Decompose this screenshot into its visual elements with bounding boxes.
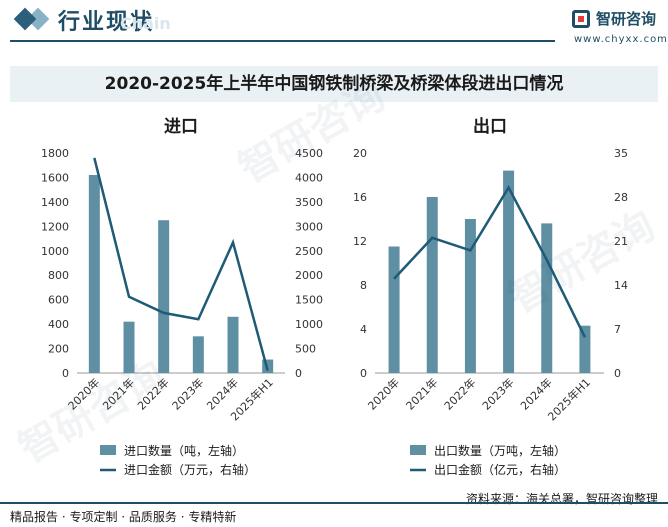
x-tick-label: 2020年: [65, 375, 102, 412]
chart-banner: 2020-2025年上半年中国钢铁制桥梁及桥梁体段进出口情况: [10, 66, 658, 102]
y-right-tick-label: 1500: [295, 294, 323, 307]
y-right-tick-label: 21: [614, 235, 628, 248]
y-right-tick-label: 1000: [295, 318, 323, 331]
y-right-tick-label: 2500: [295, 245, 323, 258]
subchart-title: 进口: [164, 117, 198, 137]
y-right-tick-label: 4500: [295, 147, 323, 160]
header-watermark: Chain: [120, 14, 171, 33]
bar: [192, 336, 204, 373]
y-right-tick-label: 7: [614, 323, 621, 336]
footer-slogan: 精品报告 · 专项定制 · 品质服务 · 专精特新: [10, 510, 237, 524]
y-right-tick-label: 0: [295, 367, 302, 380]
footer-divider: [0, 502, 668, 504]
y-left-tick-label: 0: [360, 367, 367, 380]
bar: [426, 197, 438, 373]
x-tick-label: 2023年: [479, 375, 516, 412]
source-note: 资料来源：海关总署，智研咨询整理: [465, 492, 658, 506]
y-left-tick-label: 12: [353, 235, 367, 248]
y-left-tick-label: 4: [360, 323, 367, 336]
y-right-tick-label: 14: [614, 279, 628, 292]
y-right-tick-label: 500: [295, 343, 316, 356]
header: 行业现状 Chain 智研咨询 www.chyxx.com: [0, 0, 668, 46]
bar: [541, 223, 553, 373]
y-right-tick-label: 3500: [295, 196, 323, 209]
x-tick-label: 2024年: [517, 375, 554, 412]
y-left-tick-label: 1000: [41, 245, 69, 258]
series-line: [93, 157, 269, 371]
legend-label: 出口数量（万吨，左轴）: [434, 443, 566, 458]
logo-icon: [572, 10, 590, 28]
bar: [464, 219, 476, 373]
section-title: 行业现状: [58, 10, 155, 35]
bar: [579, 325, 591, 373]
y-left-tick-label: 800: [48, 269, 69, 282]
bar: [123, 321, 135, 373]
x-tick-label: 2020年: [365, 375, 402, 412]
legend-label: 进口金额（万元，右轴）: [124, 462, 256, 477]
x-tick-label: 2023年: [169, 375, 206, 412]
y-right-tick-label: 28: [614, 191, 628, 204]
y-right-tick-label: 4000: [295, 171, 323, 184]
y-left-tick-label: 1800: [41, 147, 69, 160]
y-left-tick-label: 8: [360, 279, 367, 292]
bar: [88, 175, 100, 373]
y-right-tick-label: 0: [614, 367, 621, 380]
bar: [227, 316, 239, 373]
y-left-tick-label: 600: [48, 294, 69, 307]
x-tick-label: 2021年: [100, 375, 137, 412]
x-tick-label: 2022年: [441, 375, 478, 412]
y-left-tick-label: 20: [353, 147, 367, 160]
subchart-title: 出口: [473, 116, 507, 137]
bar: [388, 246, 400, 373]
y-left-tick-label: 1600: [41, 171, 69, 184]
y-left-tick-label: 200: [48, 343, 69, 356]
logo-url: www.chyxx.com: [574, 34, 668, 45]
legend-bar-swatch: [100, 445, 116, 455]
header-divider: [10, 40, 555, 42]
chart-title: 2020-2025年上半年中国钢铁制桥梁及桥梁体段进出口情况: [104, 74, 564, 94]
y-left-tick-label: 0: [62, 367, 69, 380]
bar: [503, 170, 515, 373]
y-right-tick-label: 2000: [295, 269, 323, 282]
bar: [158, 220, 170, 373]
x-tick-label: 2021年: [403, 375, 440, 412]
y-right-tick-label: 35: [614, 147, 628, 160]
y-left-tick-label: 400: [48, 318, 69, 331]
legend-label: 进口数量（吨，左轴）: [124, 443, 244, 458]
y-left-tick-label: 1200: [41, 220, 69, 233]
y-right-tick-label: 3000: [295, 220, 323, 233]
legend-bar-swatch: [410, 445, 426, 455]
x-tick-label: 2022年: [134, 375, 171, 412]
y-left-tick-label: 1400: [41, 196, 69, 209]
series-line: [393, 185, 587, 338]
logo-text: 智研咨询: [596, 10, 657, 28]
legend-label: 出口金额（亿元，右轴）: [434, 462, 566, 477]
y-left-tick-label: 16: [353, 191, 367, 204]
